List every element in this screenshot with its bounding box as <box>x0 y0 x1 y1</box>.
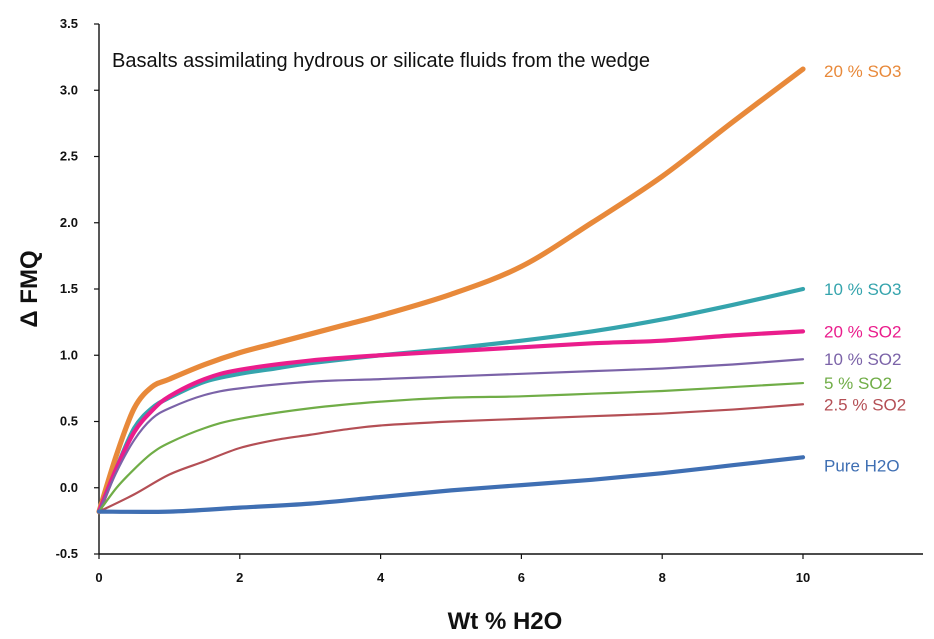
x-tick-label: 0 <box>95 570 102 585</box>
y-tick-label: 3.5 <box>60 16 78 31</box>
y-ticks-group: -0.5 0.0 0.5 1.0 1.5 2.0 2.5 3.0 3.5 <box>56 16 99 561</box>
series-label: 10 % SO2 <box>824 350 902 369</box>
y-tick-label: 2.5 <box>60 149 78 164</box>
x-ticks-group: 0 2 4 6 8 10 <box>95 554 810 585</box>
series-label: Pure H2O <box>824 456 900 475</box>
series-line <box>96 66 806 515</box>
series-line <box>97 403 805 513</box>
series-line <box>96 455 806 514</box>
y-tick-label: -0.5 <box>56 546 78 561</box>
y-tick-label: 3.0 <box>60 82 78 97</box>
x-tick-label: 4 <box>377 570 385 585</box>
series-line <box>96 286 806 514</box>
series-label: 10 % SO3 <box>824 280 902 299</box>
series-line <box>97 381 805 513</box>
series-label: 5 % SO2 <box>824 374 892 393</box>
series-line <box>96 329 806 514</box>
series-label: 2.5 % SO2 <box>824 395 906 414</box>
x-tick-label: 8 <box>659 570 666 585</box>
x-tick-label: 6 <box>518 570 525 585</box>
series-group <box>96 66 806 515</box>
series-label: 20 % SO3 <box>824 62 902 81</box>
series-labels-group: 20 % SO3 10 % SO3 20 % SO2 10 % SO2 5 % SO2 2… <box>824 62 906 475</box>
y-axis-title: Δ FMQ <box>16 250 43 327</box>
x-tick-label: 10 <box>796 570 810 585</box>
y-tick-label: 0.5 <box>60 414 78 429</box>
y-tick-label: 1.5 <box>60 281 78 296</box>
y-tick-label: 1.0 <box>60 347 78 362</box>
x-axis-title: Wt % H2O <box>448 608 563 635</box>
series-line <box>97 358 805 513</box>
y-tick-label: 2.0 <box>60 215 78 230</box>
chart-title: Basalts assimilating hydrous or silicate… <box>112 50 650 72</box>
y-tick-label: 0.0 <box>60 480 78 495</box>
series-label: 20 % SO2 <box>824 322 902 341</box>
x-tick-label: 2 <box>236 570 243 585</box>
